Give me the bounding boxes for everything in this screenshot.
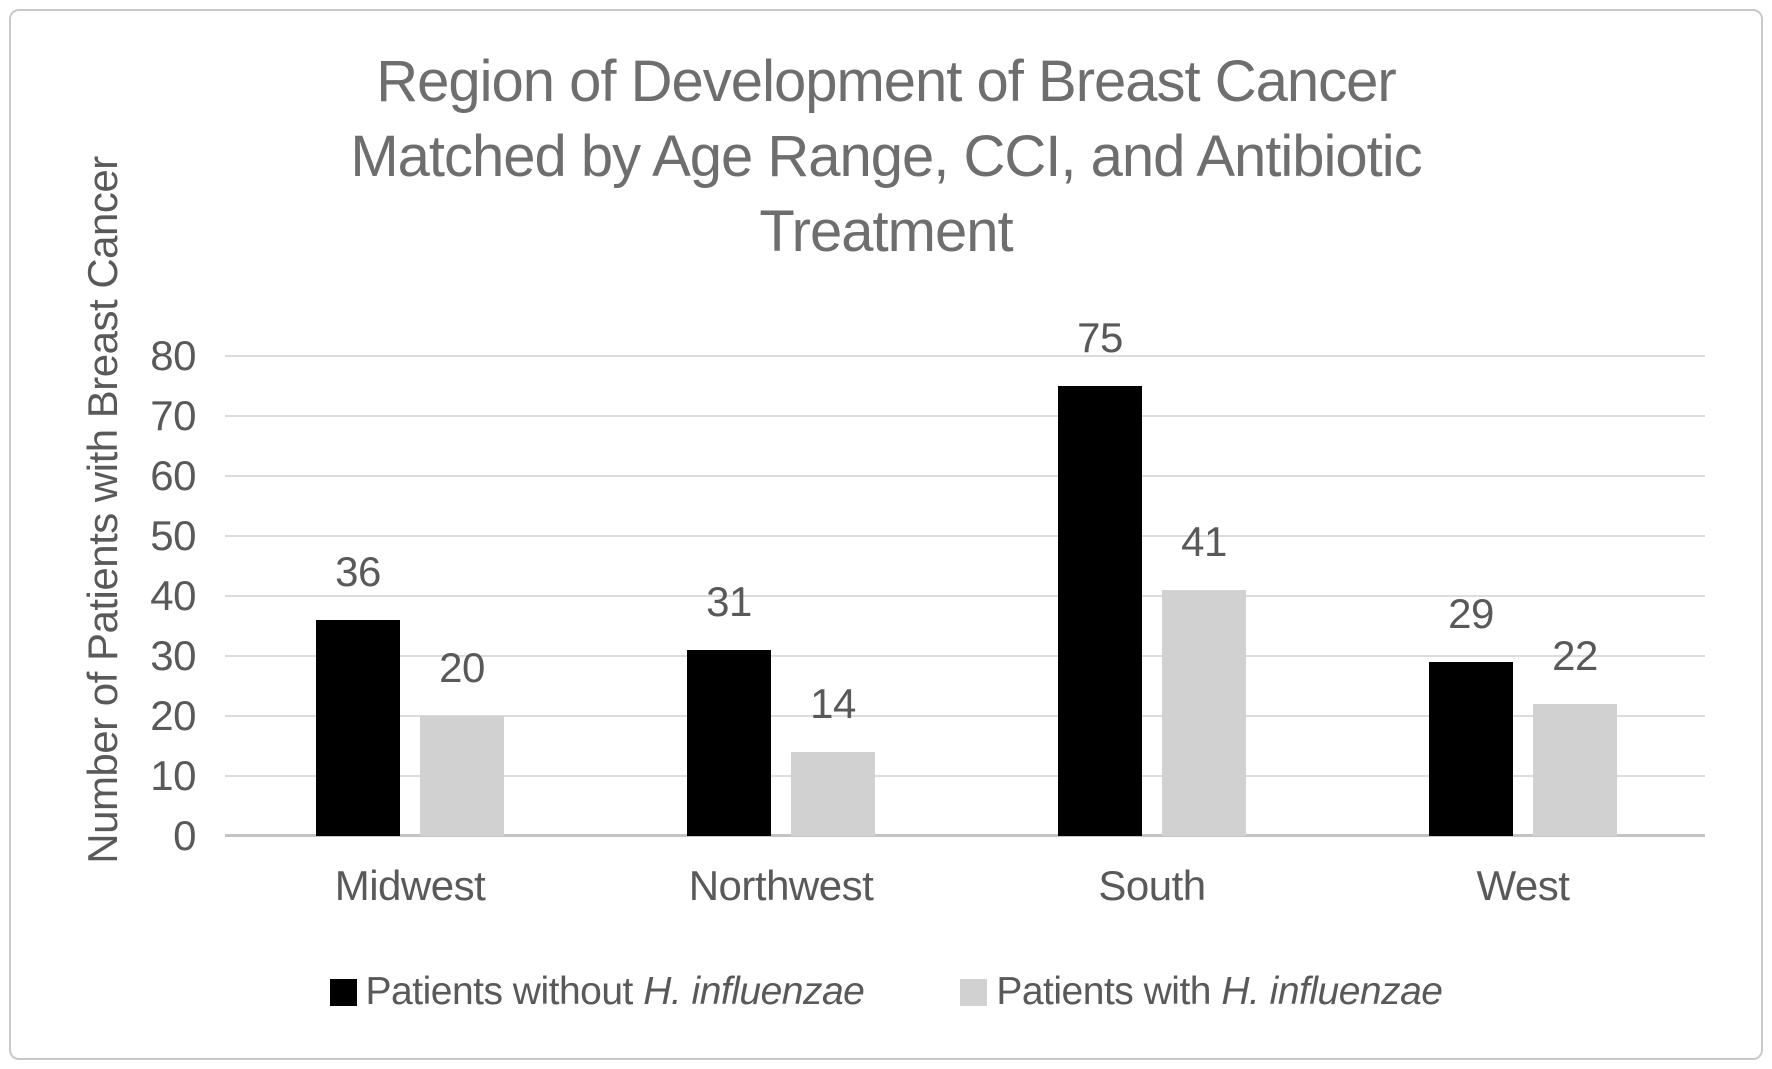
y-tick-label: 60 (150, 452, 196, 499)
data-label-with-h-influenzae-south: 41 (1181, 518, 1227, 565)
x-category-label-midwest: Midwest (334, 862, 486, 909)
legend-item-without-h-influenzae: Patients without H. influenzae (329, 970, 865, 1014)
y-tick-label: 0 (173, 812, 196, 859)
gridline (225, 715, 1705, 717)
bar-with-h-influenzae-south (1162, 590, 1246, 836)
data-label-without-h-influenzae-south: 75 (1077, 314, 1123, 361)
y-tick-label: 30 (150, 632, 196, 679)
x-axis-line (225, 834, 1705, 837)
y-tick-label: 50 (150, 512, 196, 559)
plot-area (225, 355, 1705, 837)
data-label-with-h-influenzae-northwest: 14 (810, 680, 856, 727)
legend-marker-icon (329, 978, 357, 1006)
gridline (225, 535, 1705, 537)
bar-without-h-influenzae-south (1058, 386, 1142, 836)
bar-with-h-influenzae-west (1533, 704, 1617, 836)
chart-title: Region of Development of Breast Cancer M… (0, 44, 1772, 269)
y-tick-label: 80 (150, 332, 196, 379)
gridline (225, 775, 1705, 777)
x-category-label-west: West (1476, 862, 1570, 909)
x-category-label-northwest: Northwest (688, 862, 874, 909)
bar-without-h-influenzae-midwest (316, 620, 400, 836)
data-label-with-h-influenzae-west: 22 (1552, 632, 1598, 679)
gridline (225, 415, 1705, 417)
data-label-without-h-influenzae-northwest: 31 (706, 578, 752, 625)
y-tick-label: 20 (150, 692, 196, 739)
bar-with-h-influenzae-northwest (791, 752, 875, 836)
chart-title-line-2: Matched by Age Range, CCI, and Antibioti… (350, 124, 1422, 189)
y-tick-label: 70 (150, 392, 196, 439)
gridline (225, 595, 1705, 597)
data-label-without-h-influenzae-midwest: 36 (335, 548, 381, 595)
legend-marker-icon (960, 978, 988, 1006)
legend-item-with-h-influenzae: Patients with H. influenzae (960, 970, 1443, 1014)
y-tick-label: 40 (150, 572, 196, 619)
data-label-without-h-influenzae-west: 29 (1448, 590, 1494, 637)
y-tick-label: 10 (150, 752, 196, 799)
bar-without-h-influenzae-west (1429, 662, 1513, 836)
legend: Patients without H. influenzae Patients w… (0, 970, 1772, 1014)
chart-title-line-3: Treatment (759, 199, 1013, 264)
bar-without-h-influenzae-northwest (687, 650, 771, 836)
chart-title-line-1: Region of Development of Breast Cancer (376, 49, 1396, 114)
legend-label: Patients without H. influenzae (365, 970, 865, 1013)
gridline (225, 355, 1705, 357)
x-category-label-south: South (1098, 862, 1206, 909)
gridline (225, 475, 1705, 477)
bar-with-h-influenzae-midwest (420, 716, 504, 836)
data-label-with-h-influenzae-midwest: 20 (439, 644, 485, 691)
legend-label: Patients with H. influenzae (996, 970, 1443, 1013)
gridline (225, 655, 1705, 657)
